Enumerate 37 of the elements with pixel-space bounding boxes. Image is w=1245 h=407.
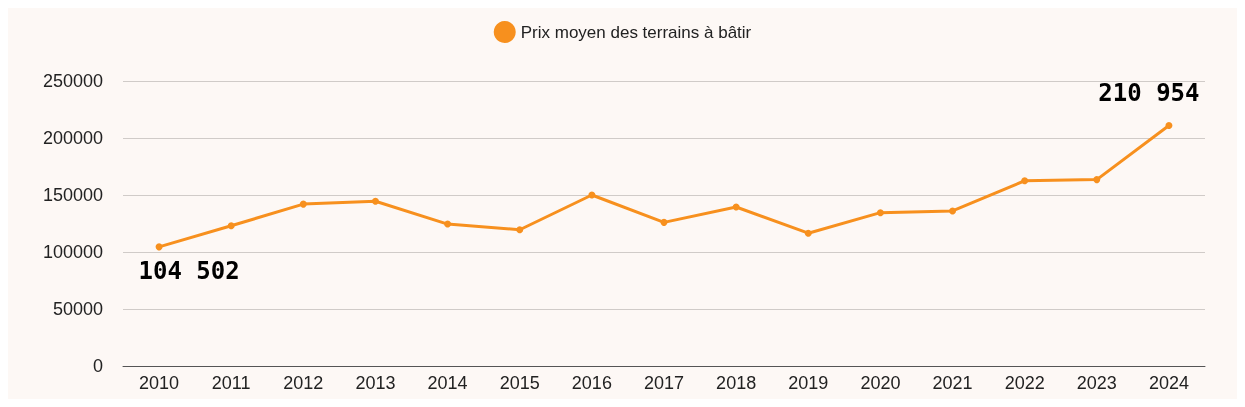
x-tick-label: 2017 <box>643 373 685 393</box>
x-tick-label: 2014 <box>427 373 468 393</box>
x-tick-label: 2021 <box>932 373 973 393</box>
x-tick-label: 2024 <box>1148 373 1189 393</box>
point <box>227 222 235 230</box>
x-tick-label: 2015 <box>499 373 540 393</box>
point <box>444 220 452 228</box>
x-tick-label: 2011 <box>211 373 251 393</box>
point <box>299 200 307 208</box>
x-tick-label: 2016 <box>571 373 612 393</box>
x-tick-label: 2010 <box>139 373 180 393</box>
point <box>660 218 668 226</box>
point <box>949 207 957 215</box>
y-tick-label: 50000 <box>52 299 103 319</box>
point <box>1093 176 1101 184</box>
point <box>1021 177 1029 185</box>
y-tick-label: 0 <box>92 356 103 376</box>
point <box>876 209 884 217</box>
point <box>804 229 812 237</box>
point <box>516 226 524 234</box>
legend-label: Prix moyen des terrains à bâtir <box>520 22 752 42</box>
y-tick-label: 150000 <box>42 185 103 205</box>
y-tick-label: 200000 <box>42 128 103 148</box>
y-tick-label: 250000 <box>42 71 103 91</box>
y-tick-label: 100000 <box>42 242 103 262</box>
x-tick-label: 2022 <box>1004 373 1045 393</box>
point <box>155 243 163 251</box>
x-tick-label: 2012 <box>283 373 324 393</box>
x-tick-label: 2019 <box>788 373 829 393</box>
x-tick-label: 2023 <box>1076 373 1117 393</box>
point <box>1165 122 1173 130</box>
x-tick-label: 2013 <box>355 373 396 393</box>
x-tick-label: 2020 <box>860 373 901 393</box>
data-label: 104 502 <box>138 257 240 286</box>
data-label: 210 954 <box>1098 79 1200 108</box>
x-tick-label: 2018 <box>716 373 757 393</box>
point <box>371 197 379 205</box>
